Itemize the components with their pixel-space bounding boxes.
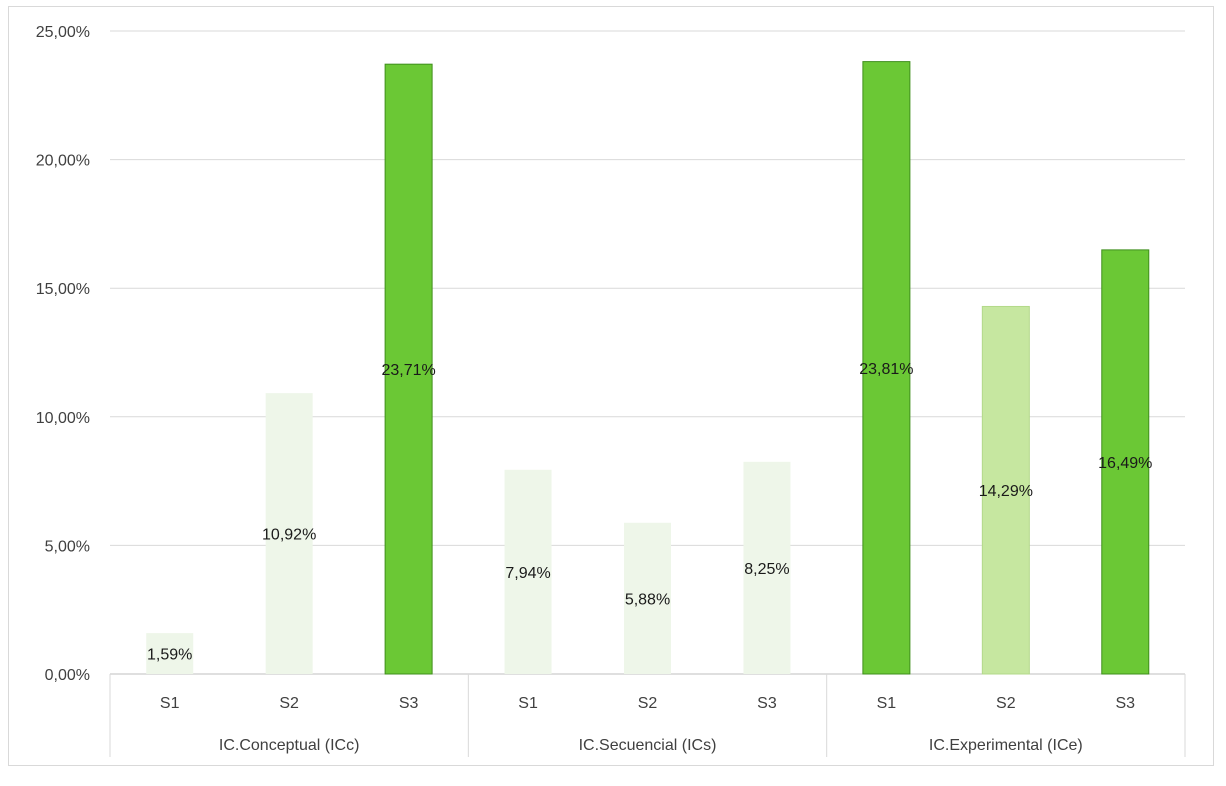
x-tick-label: S2 xyxy=(279,695,299,712)
data-label: 5,88% xyxy=(625,591,670,608)
bar xyxy=(265,393,313,674)
y-tick-label: 25,00% xyxy=(36,24,90,41)
data-label: 10,92% xyxy=(262,527,316,544)
x-tick-label: S2 xyxy=(638,695,658,712)
bar xyxy=(1101,249,1150,675)
y-tick-label: 5,00% xyxy=(45,538,90,555)
data-label: 14,29% xyxy=(979,483,1033,500)
bar xyxy=(384,63,433,675)
bar xyxy=(504,469,552,674)
group-label: IC.Secuencial (ICs) xyxy=(579,737,717,754)
y-tick-label: 20,00% xyxy=(36,153,90,170)
data-label: 1,59% xyxy=(147,647,192,664)
bar xyxy=(146,633,194,674)
y-tick-label: 15,00% xyxy=(36,281,90,298)
x-tick-label: S2 xyxy=(996,695,1016,712)
y-tick-label: 0,00% xyxy=(45,667,90,684)
y-tick-label: 10,00% xyxy=(36,410,90,427)
bar xyxy=(624,522,671,674)
data-label: 23,71% xyxy=(381,362,435,379)
group-label: IC.Experimental (ICe) xyxy=(929,737,1083,754)
x-tick-label: S1 xyxy=(518,695,538,712)
data-label: 16,49% xyxy=(1098,455,1152,472)
bar xyxy=(981,305,1030,675)
data-label: 7,94% xyxy=(505,565,550,582)
x-tick-label: S1 xyxy=(877,695,897,712)
x-tick-label: S3 xyxy=(757,695,777,712)
bar xyxy=(743,461,791,674)
x-tick-label: S3 xyxy=(399,695,419,712)
data-label: 8,25% xyxy=(744,561,789,578)
x-tick-label: S3 xyxy=(1115,695,1135,712)
group-label: IC.Conceptual (ICc) xyxy=(219,737,360,754)
bar xyxy=(862,61,911,675)
x-tick-label: S1 xyxy=(160,695,180,712)
data-label: 23,81% xyxy=(859,361,913,378)
